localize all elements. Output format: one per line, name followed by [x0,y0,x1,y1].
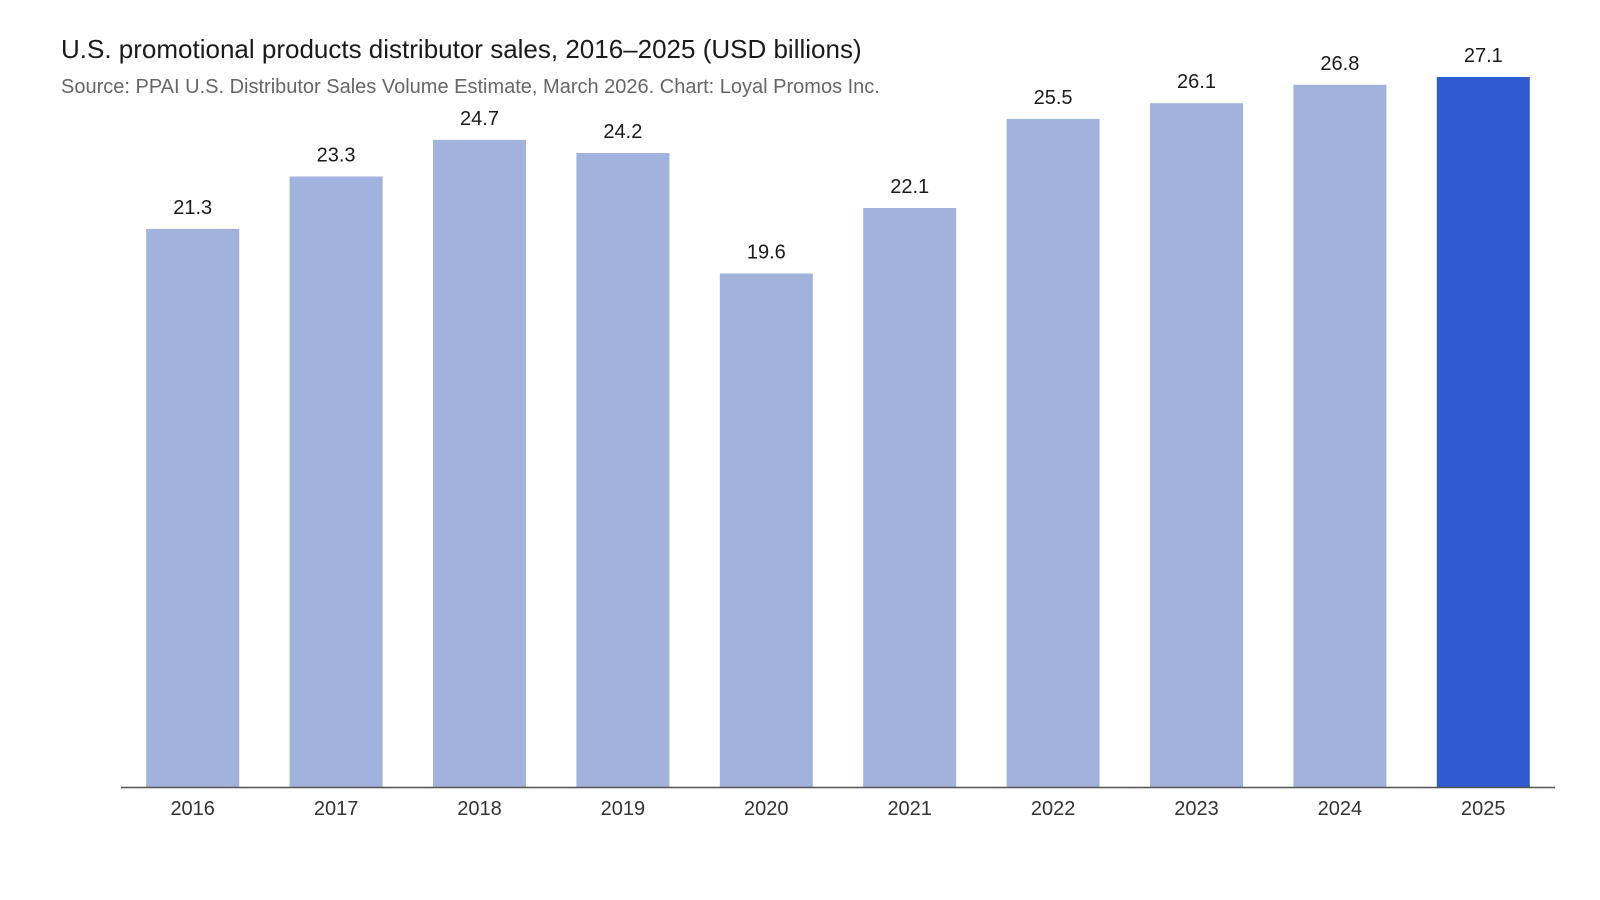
chart-title: U.S. promotional products distributor sa… [61,34,862,64]
bar-value-label-2024: 26.8 [1320,53,1359,75]
x-tick-label-2020: 2020 [744,798,789,820]
x-tick-label-2017: 2017 [314,798,359,820]
bar-2016 [146,228,240,787]
bar-2018 [433,139,526,787]
x-tick-label-2016: 2016 [170,798,215,820]
bar-value-label-2020: 19.6 [747,242,786,264]
x-tick-label-2021: 2021 [887,798,932,820]
bar-value-label-2021: 22.1 [890,176,929,198]
bar-value-label-2025: 27.1 [1464,45,1503,67]
x-tick-label-2023: 2023 [1174,798,1219,820]
bar-2025 [1436,77,1530,787]
bar-value-label-2023: 26.1 [1177,71,1216,93]
bar-value-label-2018: 24.7 [460,108,499,130]
bar-2023 [1150,103,1243,787]
x-tick-label-2019: 2019 [601,798,646,820]
bar-value-label-2019: 24.2 [603,121,642,143]
x-tick-label-2018: 2018 [457,798,502,820]
bar-2017 [289,176,383,787]
bar-value-label-2016: 21.3 [173,197,212,219]
bar-2021 [863,208,957,787]
bars-layer: 21.3 23.3 24.7 24.2 19.6 22.1 25.5 26.1 26.8 27.1 [146,45,1530,788]
bar-2020 [719,273,813,787]
x-tick-label-2024: 2024 [1318,798,1363,820]
bar-2024 [1293,84,1387,788]
bar-value-label-2017: 23.3 [317,145,356,167]
x-axis-ticks: 2016 2017 2018 2019 2020 2021 2022 2023 2024 2025 [170,798,1505,820]
x-tick-label-2022: 2022 [1031,798,1076,820]
bar-2022 [1006,118,1100,787]
chart-subtitle: Source: PPAI U.S. Distributor Sales Volu… [61,76,880,98]
bar-value-label-2022: 25.5 [1034,87,1073,109]
bar-2019 [576,153,670,787]
x-tick-label-2025: 2025 [1461,798,1506,820]
